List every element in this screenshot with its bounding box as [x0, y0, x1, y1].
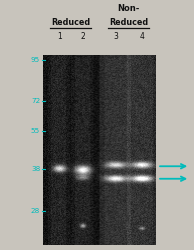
Text: 28: 28 [31, 208, 40, 214]
Bar [43, 55, 155, 245]
Text: 4: 4 [139, 32, 144, 41]
Text: 38: 38 [31, 166, 40, 172]
Text: Non-: Non- [117, 4, 140, 13]
Text: Reduced: Reduced [109, 18, 148, 27]
Text: 1: 1 [57, 32, 61, 41]
Text: 95: 95 [31, 57, 40, 63]
Text: 2: 2 [80, 32, 85, 41]
Text: 72: 72 [31, 98, 40, 104]
Text: Reduced: Reduced [51, 18, 90, 27]
Text: 55: 55 [31, 128, 40, 134]
Text: 3: 3 [113, 32, 118, 41]
